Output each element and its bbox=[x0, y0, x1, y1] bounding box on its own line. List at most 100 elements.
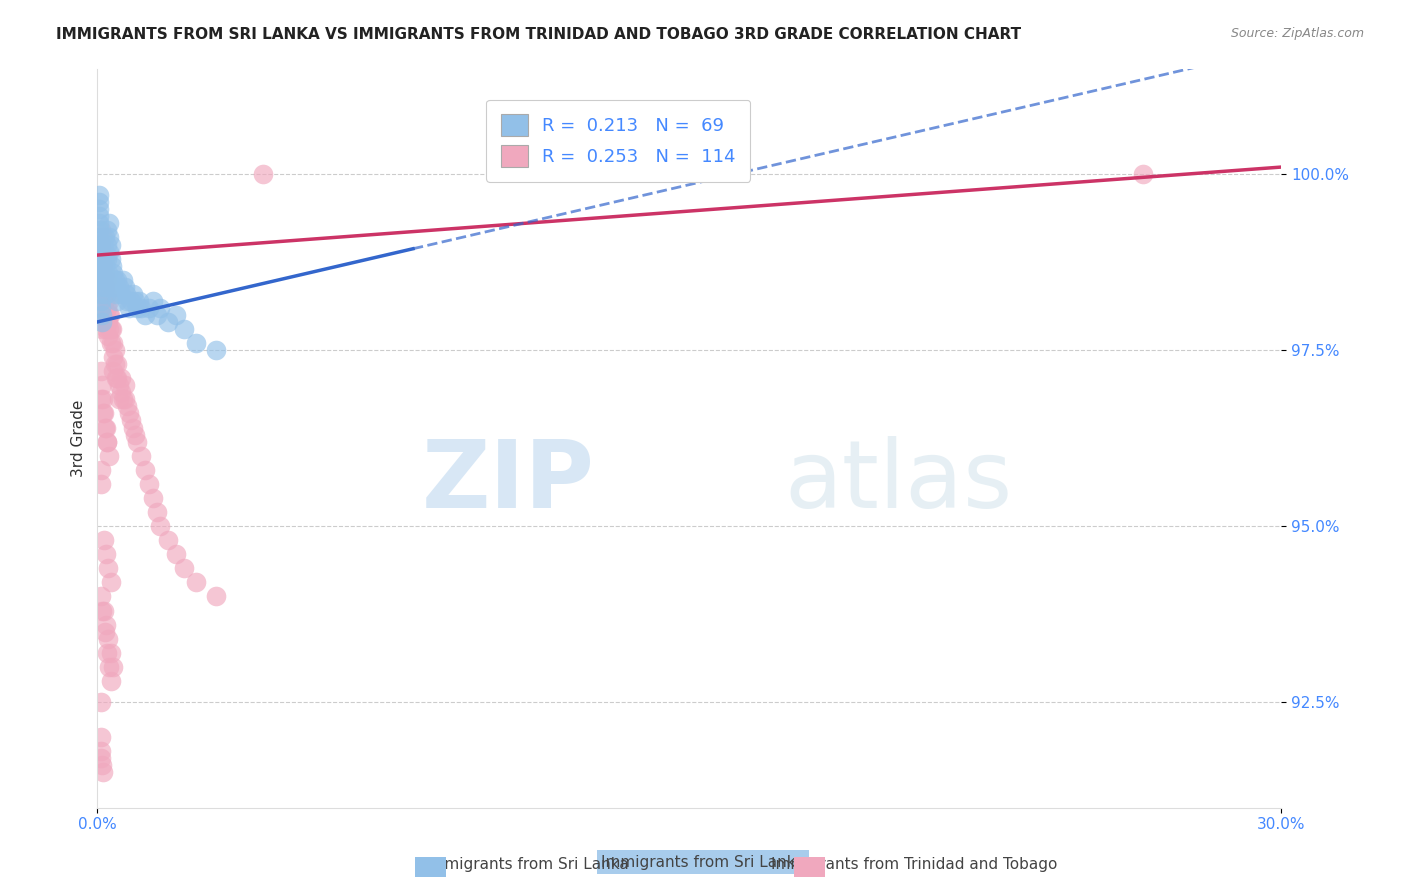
Point bbox=[91, 259, 114, 273]
Point bbox=[94, 547, 117, 561]
Point bbox=[91, 378, 114, 392]
Point bbox=[98, 244, 121, 259]
Point bbox=[105, 273, 128, 287]
Point bbox=[97, 561, 120, 575]
Point bbox=[96, 434, 118, 449]
Point bbox=[89, 266, 111, 280]
Point bbox=[90, 273, 112, 287]
Point bbox=[94, 420, 117, 434]
Point bbox=[93, 315, 115, 329]
Point bbox=[111, 273, 134, 287]
Point bbox=[94, 322, 117, 336]
Point bbox=[90, 279, 112, 293]
Point bbox=[120, 413, 142, 427]
Y-axis label: 3rd Grade: 3rd Grade bbox=[72, 400, 86, 477]
Point bbox=[87, 273, 110, 287]
Point bbox=[100, 308, 122, 322]
Point bbox=[90, 744, 112, 758]
Point bbox=[90, 279, 112, 293]
Point bbox=[134, 463, 156, 477]
Point bbox=[134, 308, 156, 322]
Point bbox=[125, 301, 148, 315]
Point bbox=[96, 223, 118, 237]
Point bbox=[89, 286, 111, 301]
Point bbox=[96, 273, 118, 287]
Point bbox=[101, 322, 124, 336]
Point bbox=[94, 230, 117, 244]
Point bbox=[89, 230, 111, 244]
Point bbox=[105, 286, 128, 301]
Point bbox=[101, 259, 124, 273]
Point bbox=[149, 519, 172, 533]
Point bbox=[124, 293, 146, 308]
Point bbox=[89, 216, 111, 230]
Point bbox=[91, 293, 114, 308]
Point bbox=[96, 646, 118, 660]
Point bbox=[145, 308, 167, 322]
Point bbox=[89, 188, 111, 202]
Point bbox=[94, 420, 117, 434]
Point bbox=[94, 244, 117, 259]
Text: IMMIGRANTS FROM SRI LANKA VS IMMIGRANTS FROM TRINIDAD AND TOBAGO 3RD GRADE CORRE: IMMIGRANTS FROM SRI LANKA VS IMMIGRANTS … bbox=[56, 27, 1021, 42]
Point bbox=[94, 617, 117, 632]
Point bbox=[94, 308, 117, 322]
Point bbox=[89, 364, 111, 378]
Point bbox=[90, 301, 112, 315]
Point bbox=[96, 301, 118, 315]
Point bbox=[129, 449, 152, 463]
Point bbox=[98, 322, 121, 336]
Point bbox=[90, 286, 112, 301]
Point bbox=[91, 308, 114, 322]
Point bbox=[89, 252, 111, 266]
Point bbox=[129, 301, 152, 315]
Point bbox=[96, 286, 118, 301]
Point bbox=[157, 315, 180, 329]
Point bbox=[115, 400, 138, 414]
Point bbox=[89, 202, 111, 217]
Point bbox=[101, 336, 124, 351]
Text: Immigrants from Sri Lanka: Immigrants from Sri Lanka bbox=[602, 855, 804, 870]
Point bbox=[87, 259, 110, 273]
Point bbox=[94, 624, 117, 639]
Point bbox=[108, 378, 131, 392]
Point bbox=[184, 336, 207, 351]
Point bbox=[89, 244, 111, 259]
Point bbox=[97, 266, 120, 280]
Point bbox=[105, 293, 128, 308]
Point bbox=[89, 223, 111, 237]
Point bbox=[101, 266, 124, 280]
Point bbox=[105, 371, 128, 385]
Point bbox=[91, 407, 114, 421]
Point bbox=[89, 237, 111, 252]
Point bbox=[94, 266, 117, 280]
Point bbox=[90, 293, 112, 308]
Point bbox=[105, 371, 128, 385]
Text: atlas: atlas bbox=[785, 436, 1012, 528]
Point bbox=[115, 293, 138, 308]
Point bbox=[204, 590, 226, 604]
Point bbox=[90, 252, 112, 266]
Point bbox=[184, 575, 207, 590]
Point bbox=[110, 286, 132, 301]
Point bbox=[91, 603, 114, 617]
Point bbox=[90, 223, 112, 237]
Point bbox=[93, 266, 115, 280]
Text: Immigrants from Sri Lanka: Immigrants from Sri Lanka bbox=[426, 857, 628, 872]
Text: ZIP: ZIP bbox=[422, 436, 595, 528]
Point bbox=[252, 167, 274, 181]
Point bbox=[100, 237, 122, 252]
Point bbox=[100, 322, 122, 336]
Point bbox=[96, 252, 118, 266]
Point bbox=[98, 308, 121, 322]
Point bbox=[89, 273, 111, 287]
Point bbox=[100, 646, 122, 660]
Point bbox=[108, 279, 131, 293]
Point bbox=[121, 420, 143, 434]
Point bbox=[97, 632, 120, 646]
Point bbox=[1132, 167, 1154, 181]
Point bbox=[90, 266, 112, 280]
Point bbox=[97, 329, 120, 343]
Point bbox=[105, 357, 128, 371]
Point bbox=[145, 505, 167, 519]
Point bbox=[118, 407, 141, 421]
